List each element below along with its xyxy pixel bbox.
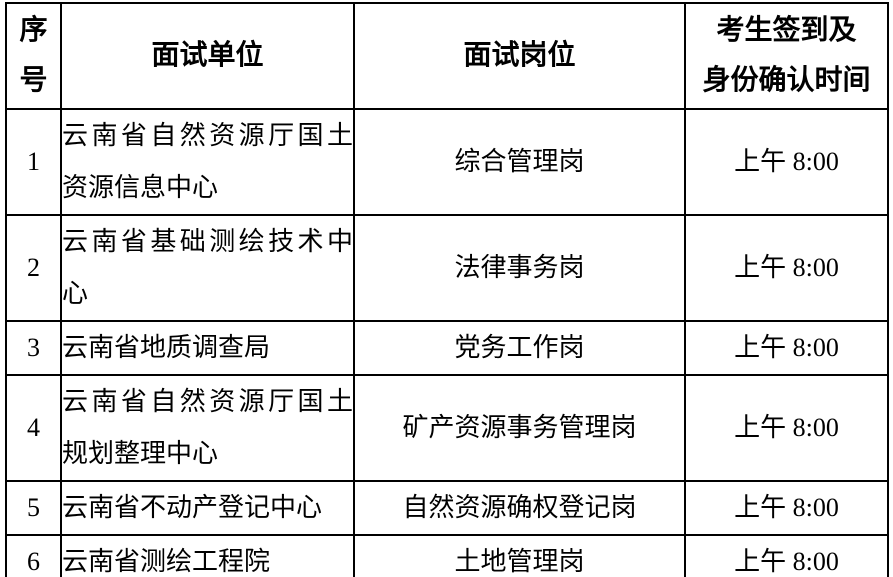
unit-line: 云南省测绘工程院 xyxy=(62,547,271,576)
row-index-cell: 5 xyxy=(5,480,62,536)
unit-cell: 云南省不动产登记中心 xyxy=(60,480,355,536)
unit-line: 心 xyxy=(62,279,89,308)
table-row: 1 云南省自然资源厅国土 资源信息中心 综合管理岗 上午 8:00 xyxy=(5,108,889,216)
table-header: 序 号 面试单位 面试岗位 考生签到及 身份确认时间 xyxy=(5,2,889,110)
row-index-cell: 3 xyxy=(5,320,62,376)
unit-line: 规划整理中心 xyxy=(62,439,219,468)
unit-cell: 云南省测绘工程院 xyxy=(60,534,355,577)
time-cell: 上午 8:00 xyxy=(684,374,889,482)
unit-cell: 云南省地质调查局 xyxy=(60,320,355,376)
row-index-cell: 2 xyxy=(5,214,62,322)
table-row: 2 云南省基础测绘技术中心 法律事务岗 上午 8:00 xyxy=(5,214,889,322)
time-cell: 上午 8:00 xyxy=(684,108,889,216)
header-index-line1: 序 xyxy=(19,15,48,46)
column-header-unit: 面试单位 xyxy=(60,2,355,110)
table-row: 3 云南省地质调查局 党务工作岗 上午 8:00 xyxy=(5,320,889,376)
time-cell: 上午 8:00 xyxy=(684,214,889,322)
time-cell: 上午 8:00 xyxy=(684,534,889,577)
unit-line: 云南省自然资源厅国土 xyxy=(62,121,353,150)
unit-line: 资源信息中心 xyxy=(62,173,219,202)
row-index-cell: 6 xyxy=(5,534,62,577)
table-row: 6 云南省测绘工程院 土地管理岗 上午 8:00 xyxy=(5,534,889,577)
header-time-line2: 身份确认时间 xyxy=(702,65,871,96)
unit-line: 云南省不动产登记中心 xyxy=(62,493,323,522)
unit-cell: 云南省自然资源厅国土 资源信息中心 xyxy=(60,108,355,216)
table-body: 1 云南省自然资源厅国土 资源信息中心 综合管理岗 上午 8:00 2 云南省基础… xyxy=(5,108,889,577)
column-header-index: 序 号 xyxy=(5,2,62,110)
position-cell: 综合管理岗 xyxy=(353,108,686,216)
header-position-label: 面试岗位 xyxy=(463,40,576,71)
unit-line: 云南省自然资源厅国土 xyxy=(62,387,353,416)
unit-line: 云南省地质调查局 xyxy=(62,333,271,362)
unit-line: 云南省基础测绘技术中 xyxy=(62,227,353,256)
row-index-cell: 1 xyxy=(5,108,62,216)
position-cell: 法律事务岗 xyxy=(353,214,686,322)
header-time-line1: 考生签到及 xyxy=(716,15,857,46)
header-unit-label: 面试单位 xyxy=(151,40,264,71)
table-row: 5 云南省不动产登记中心 自然资源确权登记岗 上午 8:00 xyxy=(5,480,889,536)
position-cell: 土地管理岗 xyxy=(353,534,686,577)
header-index-line2: 号 xyxy=(19,65,48,96)
column-header-position: 面试岗位 xyxy=(353,2,686,110)
position-cell: 党务工作岗 xyxy=(353,320,686,376)
time-cell: 上午 8:00 xyxy=(684,480,889,536)
row-index-cell: 4 xyxy=(5,374,62,482)
position-cell: 矿产资源事务管理岗 xyxy=(353,374,686,482)
header-row: 序 号 面试单位 面试岗位 考生签到及 身份确认时间 xyxy=(5,2,889,110)
unit-cell: 云南省基础测绘技术中心 xyxy=(60,214,355,322)
table-row: 4 云南省自然资源厅国土 规划整理中心 矿产资源事务管理岗 上午 8:00 xyxy=(5,374,889,482)
time-cell: 上午 8:00 xyxy=(684,320,889,376)
column-header-time: 考生签到及 身份确认时间 xyxy=(684,2,889,110)
interview-schedule-table: 序 号 面试单位 面试岗位 考生签到及 身份确认时间 1 云南省自然资源厅国土资… xyxy=(5,2,889,577)
position-cell: 自然资源确权登记岗 xyxy=(353,480,686,536)
unit-cell: 云南省自然资源厅国土 规划整理中心 xyxy=(60,374,355,482)
